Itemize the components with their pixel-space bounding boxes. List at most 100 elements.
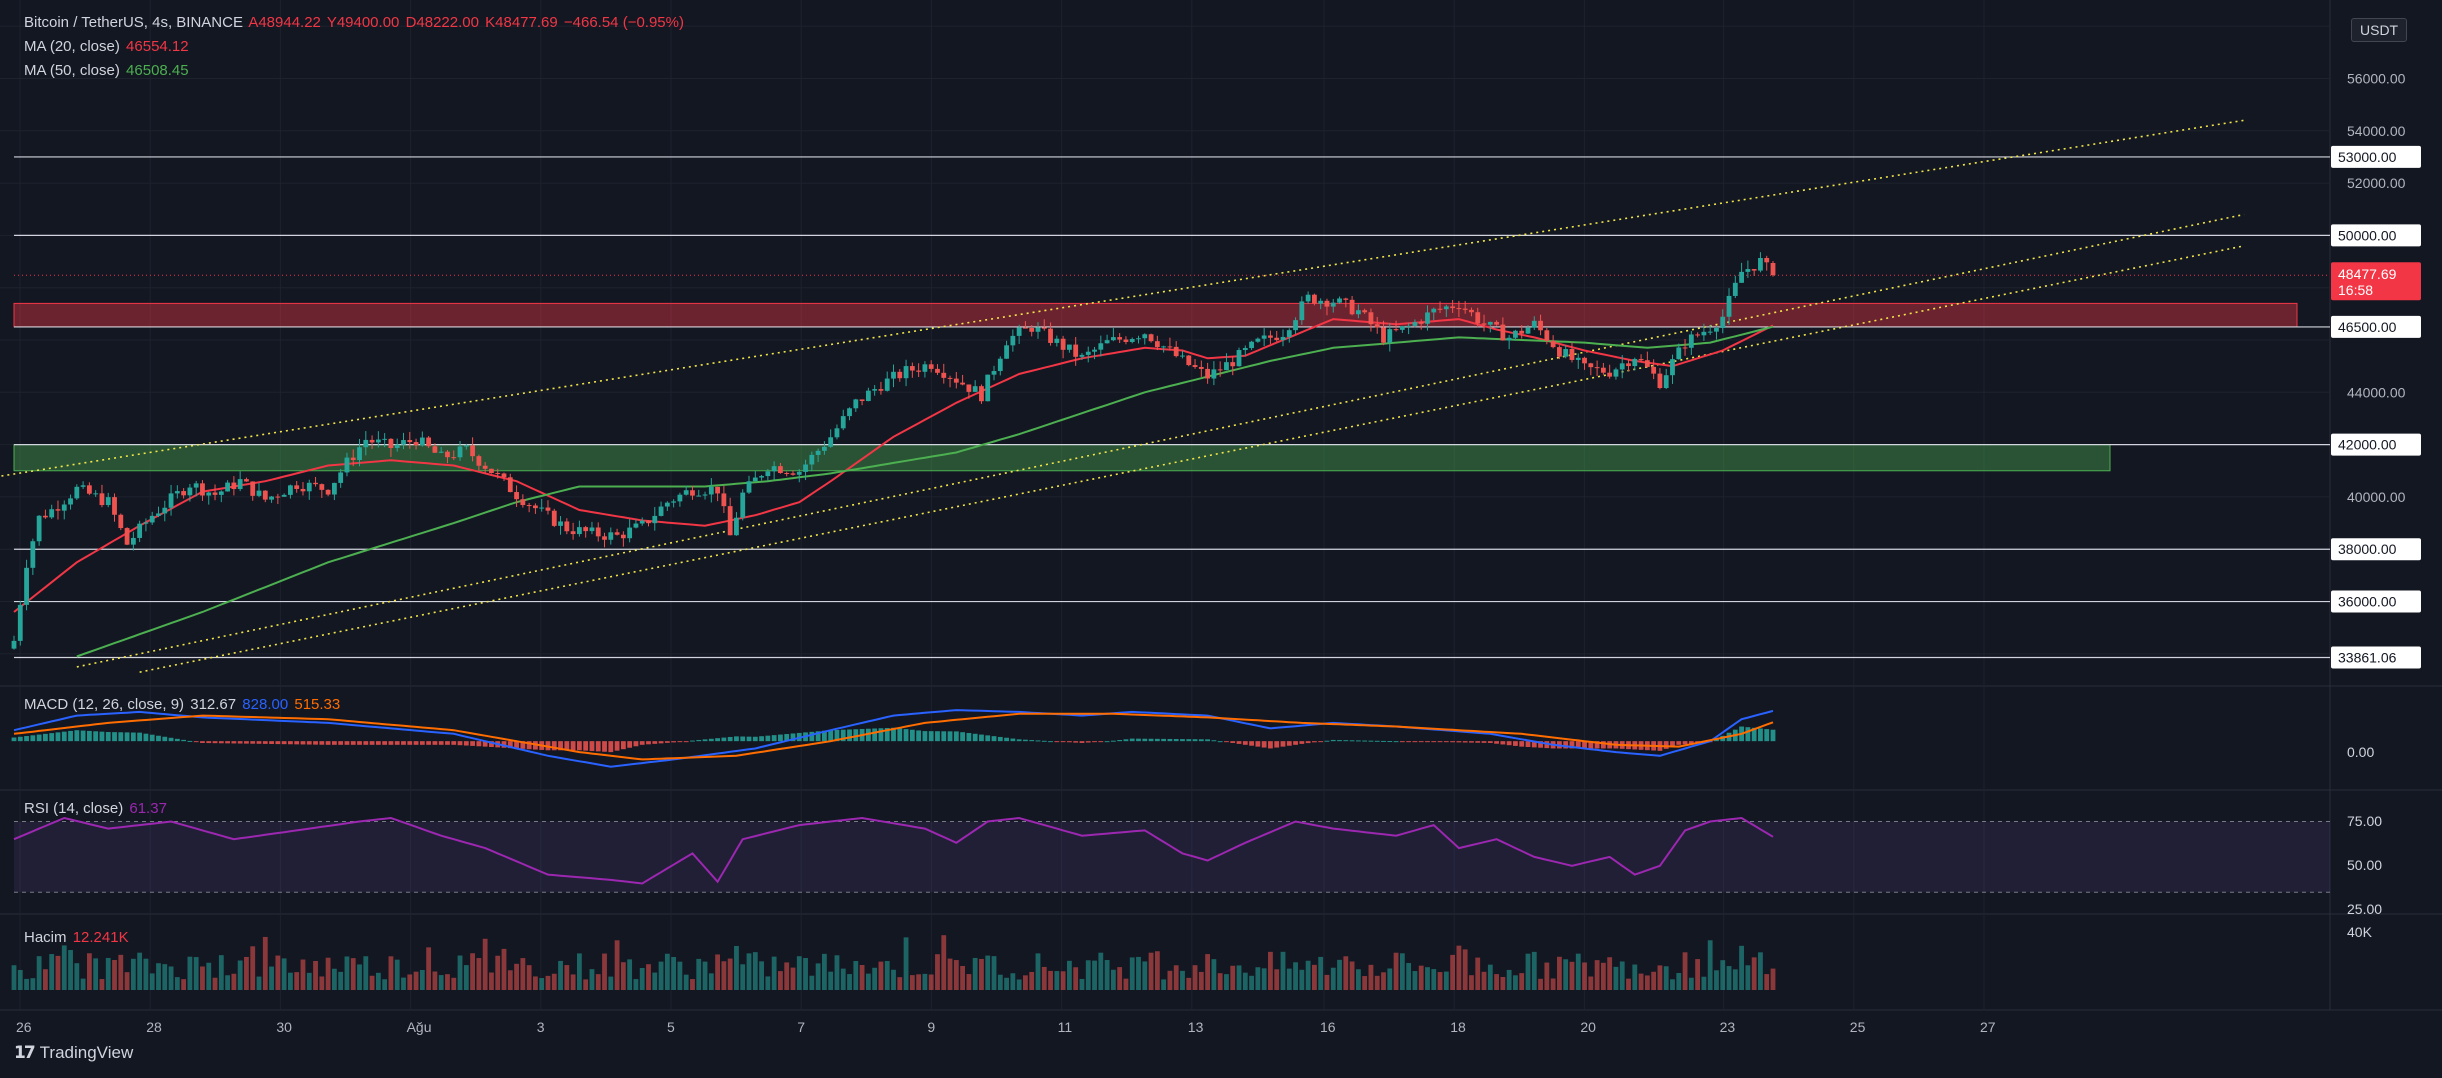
currency-button[interactable]: USDT (2351, 18, 2408, 42)
volume-bar (419, 969, 425, 990)
candle-body (1129, 339, 1135, 342)
macd-histogram-bar (1676, 741, 1682, 745)
macd-histogram-bar (1261, 741, 1267, 748)
volume-bar (734, 945, 739, 990)
volume-bar (1110, 969, 1116, 990)
macd-histogram-bar (1330, 739, 1336, 742)
symbol-title[interactable]: Bitcoin / TetherUS, 4s, BINANCE (24, 14, 243, 31)
volume-bar (489, 972, 494, 990)
candle-body (1525, 327, 1531, 334)
macd-histogram-bar (43, 733, 48, 742)
macd-histogram-bar (1362, 740, 1368, 742)
macd-histogram-bar (162, 736, 168, 742)
candle-body (997, 358, 1003, 372)
volume-bar (539, 978, 545, 990)
candle-body (61, 504, 67, 511)
candle-body (1475, 312, 1481, 324)
volume-bar (551, 973, 557, 990)
macd-histogram-bar (231, 741, 237, 744)
ma50-legend[interactable]: MA (50, close) 46508.45 (24, 62, 191, 79)
volume-bar (916, 974, 922, 990)
volume-bar (1764, 974, 1770, 990)
candle-body (551, 510, 557, 526)
candle-body (533, 505, 538, 509)
candle-body (985, 374, 991, 402)
volume-bar (997, 974, 1003, 990)
candle-body (445, 451, 450, 458)
candle-body (1443, 306, 1449, 310)
volume-bar (1688, 977, 1694, 990)
ma50-line (76, 325, 1774, 658)
macd-histogram-bar (288, 741, 293, 745)
candle-body (1651, 366, 1657, 374)
volume-bar (306, 972, 312, 990)
time-tick-label: 11 (1058, 1019, 1073, 1035)
volume-legend[interactable]: Hacim 12.241K (24, 929, 131, 946)
candle-body (501, 473, 507, 478)
macd-histogram-bar (1180, 739, 1185, 742)
macd-histogram-bar (193, 741, 199, 743)
candle-body (193, 483, 199, 488)
countdown-label: 16:58 (2338, 282, 2373, 298)
time-tick-label: 26 (16, 1019, 32, 1035)
signal-line (13, 712, 1774, 761)
candle-body (897, 371, 903, 379)
candle-body (545, 507, 551, 511)
candle-body (1274, 337, 1280, 341)
ma20-legend[interactable]: MA (20, close) 46554.12 (24, 38, 191, 55)
time-tick-label: 20 (1580, 1019, 1596, 1035)
macd-histogram-bar (1349, 740, 1355, 742)
volume-bar (740, 964, 746, 990)
macd-histogram-bar (99, 731, 105, 742)
volume-bar (683, 974, 689, 990)
macd-histogram-bar (181, 739, 187, 742)
tradingview-brand[interactable]: 𝟭𝟳 TradingView (14, 1043, 133, 1063)
candle-body (231, 482, 237, 490)
volume-bar (112, 960, 117, 990)
candle-body (1682, 347, 1688, 349)
candle-body (1494, 321, 1499, 325)
volume-bar (1249, 975, 1254, 990)
candle-body (130, 537, 136, 545)
resistance-zone (13, 302, 2298, 328)
macd-histogram-bar (1117, 739, 1123, 742)
macd-histogram-bar (1343, 740, 1349, 742)
volume-bar (639, 967, 645, 990)
macd-histogram-bar (991, 736, 997, 742)
volume-bar (432, 971, 438, 990)
candle-body (438, 451, 444, 453)
volume-bar (1494, 974, 1499, 990)
candle-body (1355, 310, 1361, 315)
rsi-legend[interactable]: RSI (14, close) 61.37 (24, 800, 169, 817)
macd-histogram-bar (338, 741, 344, 745)
volume-bar (803, 958, 808, 990)
macd-histogram-bar (1764, 729, 1770, 742)
macd-histogram-bar (130, 732, 136, 742)
rsi-value: 61.37 (129, 800, 167, 817)
candle-body (1029, 328, 1035, 332)
volume-bar (935, 954, 940, 990)
last-price-tag (2331, 262, 2421, 301)
volume-bar (1224, 974, 1229, 990)
macd-histogram-bar (1751, 727, 1757, 742)
candle-body (30, 541, 36, 568)
macd-histogram-bar (1110, 740, 1116, 742)
candle-body (470, 445, 475, 457)
macd-histogram-bar (143, 733, 149, 742)
macd-histogram-bar (1104, 741, 1110, 743)
macd-histogram-bar (646, 741, 651, 745)
volume-bar (1544, 962, 1550, 990)
candle-body (294, 485, 300, 489)
volume-bar (1431, 969, 1437, 990)
candle-body (1305, 294, 1311, 302)
macd-histogram-bar (432, 741, 438, 745)
macd-legend[interactable]: MACD (12, 26, close, 9) 312.67 828.00 51… (24, 696, 342, 713)
candle-body (847, 408, 852, 417)
volume-bar (1644, 975, 1650, 990)
candle-body (168, 493, 174, 508)
macd-histogram-bar (1437, 741, 1443, 743)
macd-histogram-bar (507, 741, 513, 749)
horizontal-levels (14, 156, 2330, 659)
candle-body (93, 493, 99, 495)
